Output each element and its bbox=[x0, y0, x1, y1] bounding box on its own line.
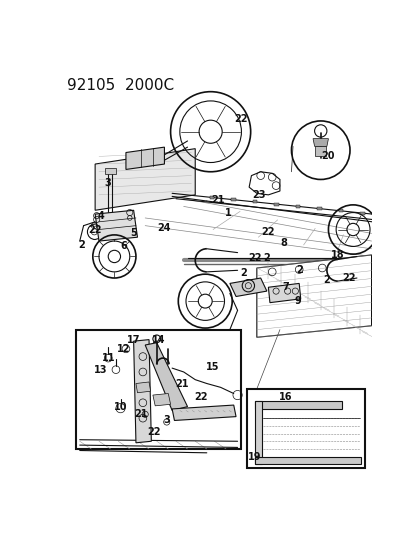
Polygon shape bbox=[254, 401, 261, 464]
Polygon shape bbox=[254, 457, 360, 464]
Polygon shape bbox=[231, 198, 235, 201]
Text: 5: 5 bbox=[130, 228, 137, 238]
Polygon shape bbox=[105, 168, 116, 174]
Polygon shape bbox=[152, 393, 170, 406]
Polygon shape bbox=[95, 149, 195, 210]
Polygon shape bbox=[95, 210, 137, 241]
Polygon shape bbox=[135, 382, 150, 393]
Text: 15: 15 bbox=[206, 361, 219, 372]
Text: 4: 4 bbox=[98, 212, 104, 221]
Text: 7: 7 bbox=[281, 282, 288, 292]
Text: 12: 12 bbox=[116, 344, 130, 354]
Text: 3: 3 bbox=[104, 179, 112, 188]
Polygon shape bbox=[268, 284, 300, 303]
Polygon shape bbox=[338, 209, 342, 212]
Text: 8: 8 bbox=[280, 238, 287, 248]
Polygon shape bbox=[315, 147, 325, 156]
Text: 24: 24 bbox=[157, 223, 171, 233]
Text: 9: 9 bbox=[294, 296, 300, 306]
Text: 1: 1 bbox=[224, 207, 231, 217]
Text: 14: 14 bbox=[152, 335, 165, 345]
Polygon shape bbox=[254, 401, 341, 409]
Text: 16: 16 bbox=[278, 392, 291, 401]
Polygon shape bbox=[126, 147, 164, 169]
Polygon shape bbox=[295, 205, 299, 208]
Polygon shape bbox=[312, 139, 328, 147]
Text: 22: 22 bbox=[193, 392, 207, 401]
Text: 2: 2 bbox=[295, 265, 302, 276]
Text: 22: 22 bbox=[234, 115, 247, 124]
Text: 2: 2 bbox=[240, 269, 247, 278]
Text: 21: 21 bbox=[211, 195, 225, 205]
Text: 6: 6 bbox=[120, 241, 127, 252]
Text: 22: 22 bbox=[342, 273, 355, 283]
Polygon shape bbox=[229, 278, 266, 296]
Polygon shape bbox=[209, 196, 214, 199]
Text: 22: 22 bbox=[147, 427, 161, 437]
Text: 20: 20 bbox=[321, 151, 335, 161]
Text: 22: 22 bbox=[88, 224, 102, 235]
Text: 22: 22 bbox=[247, 253, 261, 263]
Text: 18: 18 bbox=[330, 250, 344, 260]
Text: 17: 17 bbox=[126, 335, 140, 345]
Text: 2: 2 bbox=[78, 240, 85, 250]
Polygon shape bbox=[252, 200, 257, 204]
Text: 2: 2 bbox=[263, 253, 270, 263]
Polygon shape bbox=[145, 343, 187, 410]
Text: 11: 11 bbox=[101, 353, 115, 363]
Polygon shape bbox=[273, 203, 278, 206]
Polygon shape bbox=[133, 340, 151, 443]
Text: 19: 19 bbox=[247, 451, 261, 462]
Bar bbox=[76, 329, 241, 449]
Text: 10: 10 bbox=[114, 401, 127, 411]
Text: 21: 21 bbox=[134, 409, 148, 419]
Text: 92105  2000C: 92105 2000C bbox=[66, 78, 173, 93]
Polygon shape bbox=[256, 255, 371, 337]
Polygon shape bbox=[316, 207, 321, 210]
Text: 23: 23 bbox=[252, 190, 265, 200]
Polygon shape bbox=[172, 405, 235, 421]
Polygon shape bbox=[359, 212, 364, 215]
Text: 22: 22 bbox=[261, 227, 275, 237]
Text: 21: 21 bbox=[175, 378, 188, 389]
Bar bbox=[246, 389, 364, 468]
Text: 3: 3 bbox=[163, 415, 170, 425]
Text: 13: 13 bbox=[94, 365, 107, 375]
Text: 2: 2 bbox=[322, 274, 329, 285]
